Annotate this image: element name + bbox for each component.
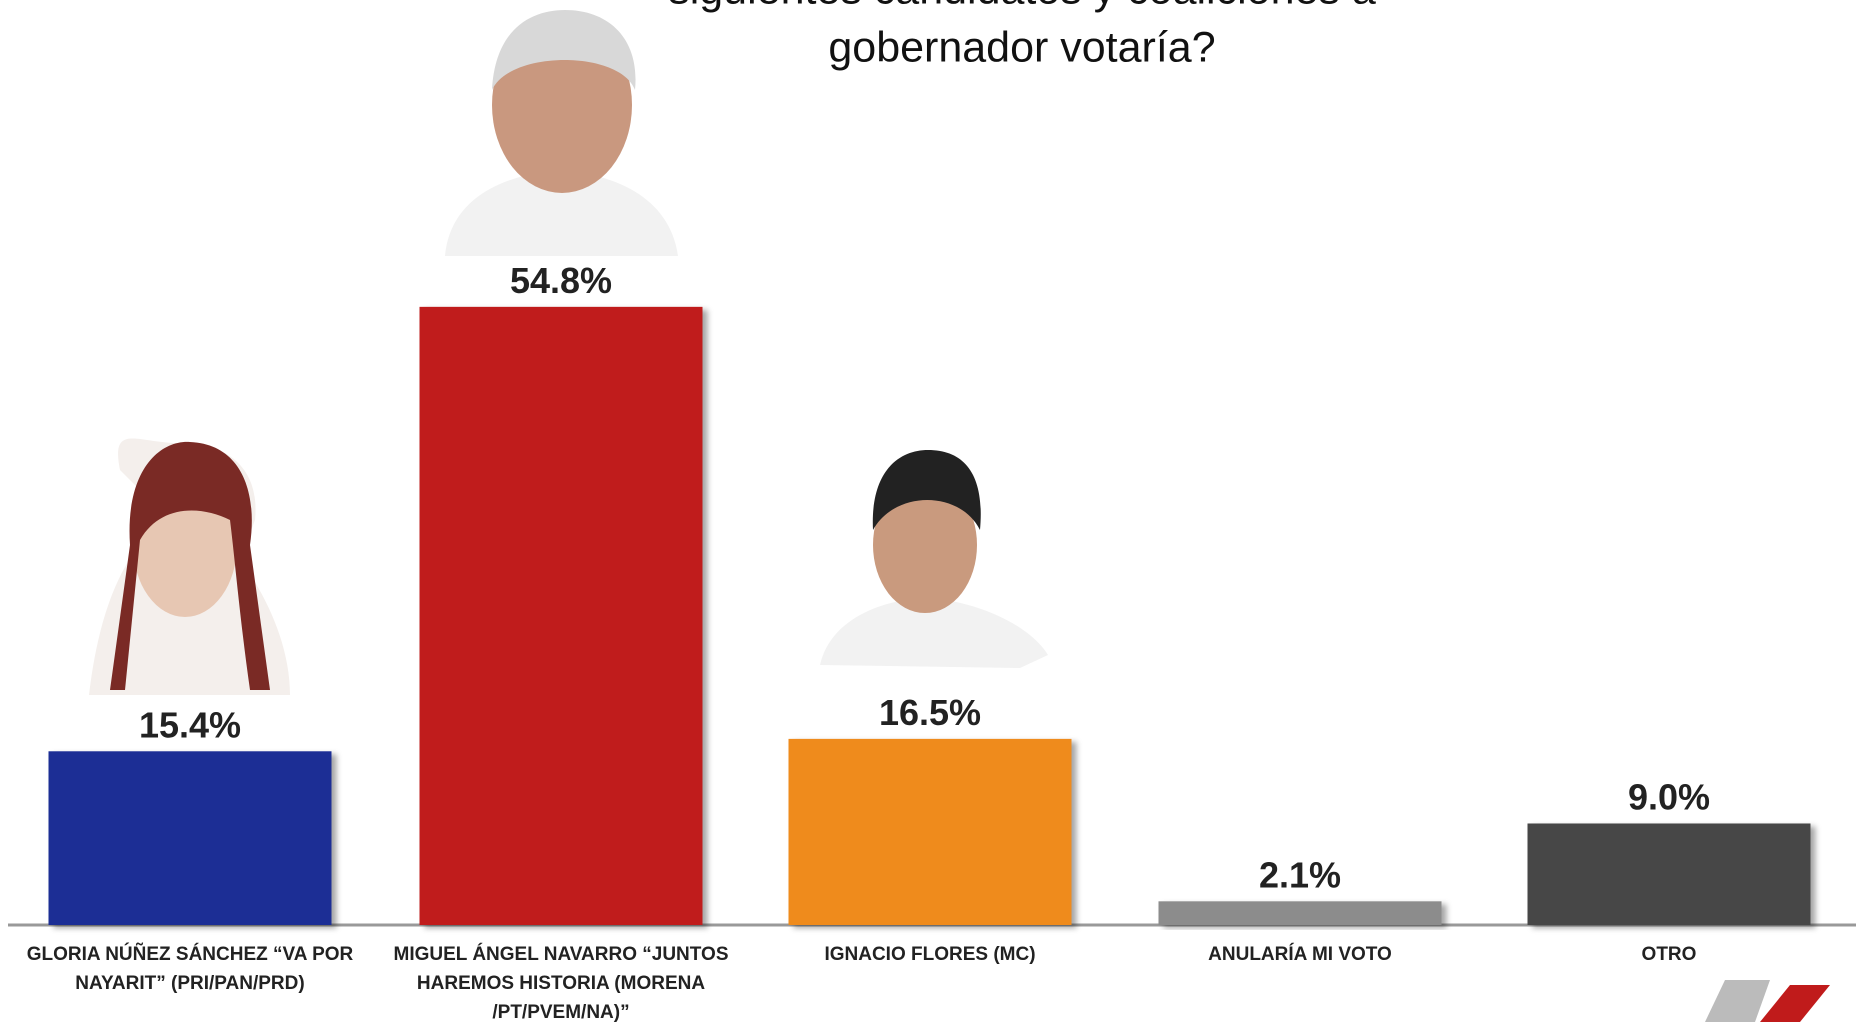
- value-label: 54.8%: [510, 260, 612, 301]
- candidate-photo: [820, 450, 1048, 668]
- bar: [1158, 901, 1442, 925]
- candidate-photo: [445, 10, 678, 256]
- x-tick-label: MIGUEL ÁNGEL NAVARRO “JUNTOS HAREMOS HIS…: [393, 944, 729, 1022]
- value-label: 15.4%: [139, 704, 241, 745]
- bar: [788, 738, 1072, 925]
- bar: [48, 751, 332, 925]
- logo: [1705, 980, 1830, 1022]
- value-label: 9.0%: [1628, 776, 1710, 817]
- bar: [1527, 823, 1811, 925]
- value-label: 2.1%: [1259, 854, 1341, 895]
- x-tick-label: IGNACIO FLORES (MC): [824, 944, 1036, 965]
- x-tick-label: OTRO: [1641, 944, 1697, 965]
- candidate-photo: [89, 438, 290, 695]
- bar: [419, 306, 703, 926]
- x-tick-label: GLORIA NÚÑEZ SÁNCHEZ “VA POR NAYARIT” (P…: [26, 944, 354, 994]
- x-tick-label: ANULARÍA MI VOTO: [1208, 944, 1392, 965]
- value-label: 16.5%: [879, 692, 981, 733]
- chart-title: gobernador votaría?: [828, 23, 1215, 71]
- chart-title: siguientes candidatos y coaliciones a: [668, 0, 1376, 13]
